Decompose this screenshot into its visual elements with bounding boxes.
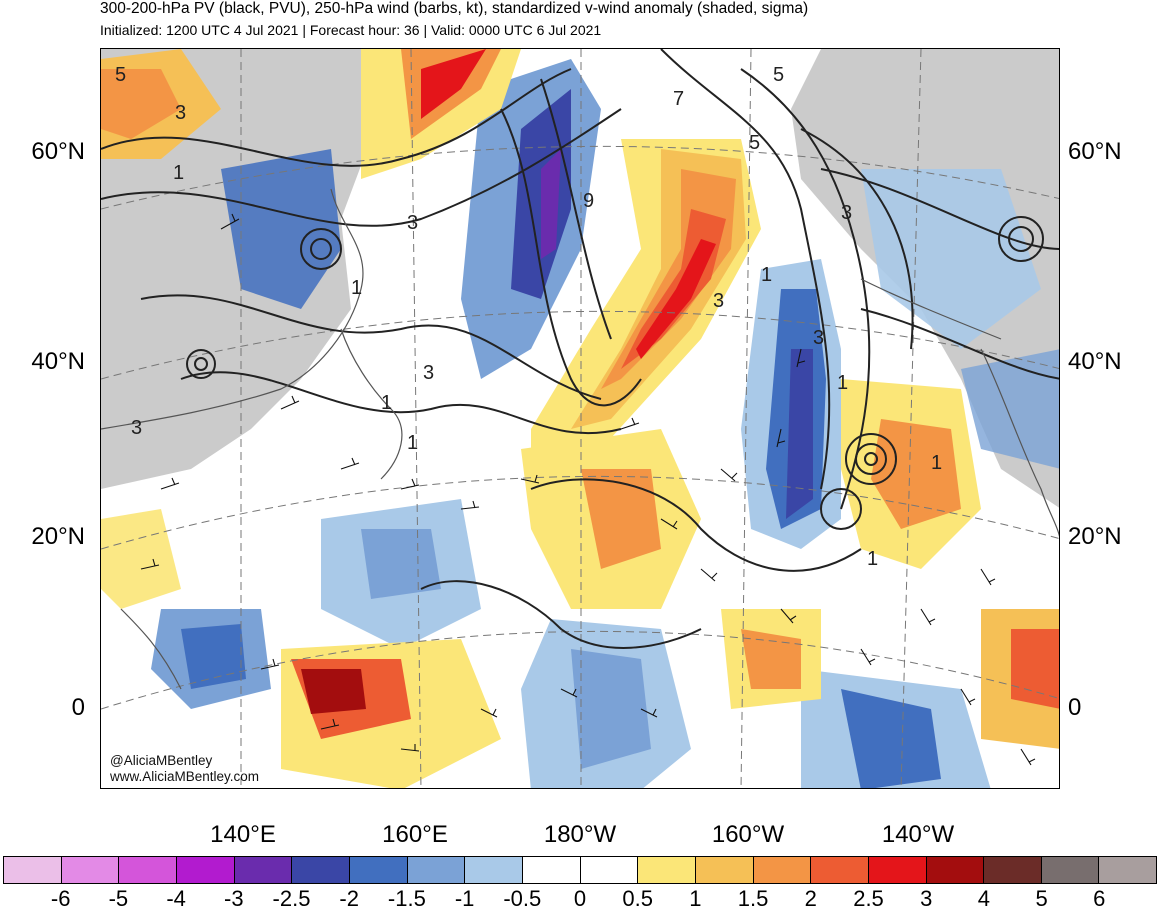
colorbar-swatch: [522, 857, 581, 883]
colorbar-swatch: [407, 857, 466, 883]
colorbar-swatch: [349, 857, 408, 883]
colorbar-swatch: [234, 857, 293, 883]
colorbar-tick-label: -3: [224, 886, 244, 911]
pv-label: 1: [173, 162, 184, 184]
colorbar-tick-label: -1.5: [387, 886, 426, 911]
lon-label-180w: 180°W: [543, 821, 617, 848]
colorbar-tick-label: 2: [804, 886, 817, 911]
pv-label: 3: [175, 102, 186, 124]
lat-label-40n-right: 40°N: [1068, 348, 1122, 375]
pv-label: 1: [381, 392, 392, 414]
colorbar-swatch: [119, 857, 177, 883]
lat-label-20n-left: 20°N: [31, 523, 85, 550]
pv-label: 5: [749, 132, 760, 154]
figure-subtitle: Initialized: 1200 UTC 4 Jul 2021 | Forec…: [100, 22, 602, 38]
lat-label-60n-right: 60°N: [1068, 138, 1122, 165]
colorbar-swatch: [61, 857, 120, 883]
pv-label: 3: [713, 290, 724, 312]
coastlines: [101, 188, 1059, 690]
colorbar-tick-label: 4: [977, 886, 991, 911]
pv-contours: [101, 49, 1059, 649]
colorbar-tick-label: 1: [689, 886, 702, 911]
colorbar-tick-label: 5: [1035, 886, 1048, 911]
pv-label: 1: [867, 548, 878, 570]
colorbar-swatch: [926, 857, 985, 883]
colorbar-swatch: [580, 857, 639, 883]
pv-label: 1: [351, 277, 362, 299]
colorbar-swatch: [695, 857, 754, 883]
pv-label: 5: [115, 64, 126, 86]
colorbar-tick-label: -2.5: [272, 886, 311, 911]
positive-anomaly-shading: [101, 49, 1059, 788]
lon-label-140w: 140°W: [881, 821, 955, 848]
colorbar-tick-label: 1.5: [737, 886, 769, 911]
colorbar-swatch: [1041, 857, 1100, 883]
pv-label: 9: [583, 190, 594, 212]
colorbar-swatch: [1099, 857, 1157, 883]
pv-label: 1: [837, 372, 848, 394]
colorbar-tick-label: 2.5: [853, 886, 884, 911]
colorbar-tick-label: 0.5: [622, 886, 653, 911]
pv-label: 3: [423, 362, 434, 384]
pv-label: 1: [407, 432, 418, 454]
colorbar-tick-label: -0.5: [503, 886, 542, 911]
pv-label: 3: [841, 202, 852, 224]
lat-label-60n-left: 60°N: [31, 138, 85, 165]
colorbar-swatch: [292, 857, 350, 883]
pv-label: 1: [931, 452, 942, 474]
colorbar-swatch: [4, 857, 62, 883]
lat-label-0-left: 0: [71, 694, 85, 721]
colorbar: [3, 856, 1157, 884]
colorbar-swatch: [465, 857, 523, 883]
lat-label-0-right: 0: [1068, 694, 1082, 721]
pv-label: 3: [407, 212, 418, 234]
colorbar-swatch: [176, 857, 235, 883]
colorbar-tick-label: 3: [920, 886, 933, 911]
colorbar-swatch: [868, 857, 927, 883]
wind-barbs: [140, 213, 1036, 766]
lon-label-160e: 160°E: [382, 821, 448, 848]
pv-label: 3: [131, 417, 142, 439]
colorbar-tick-label: -2: [339, 886, 359, 911]
pv-label: 1: [761, 264, 772, 286]
colorbar-tick-label: -1: [454, 886, 475, 911]
colorbar-swatch: [753, 857, 812, 883]
graticule: [101, 49, 1059, 788]
map-panel: 5 3 1 3 1 3 3 1 1 1 9 7 5 5 3 3 1 3 1 1: [100, 48, 1060, 789]
lat-label-40n-left: 40°N: [31, 348, 85, 375]
lon-label-160w: 160°W: [711, 821, 785, 848]
pv-label: 7: [673, 88, 684, 110]
negative-anomaly-shading: [151, 59, 1059, 788]
pv-contour-labels: 5 3 1 3 1 3 3 1 1 1 9 7 5 5 3 3 1 3 1 1: [115, 64, 942, 570]
colorbar-swatch: [984, 857, 1042, 883]
map-svg: 5 3 1 3 1 3 3 1 1 1 9 7 5 5 3 3 1 3 1 1: [101, 49, 1059, 788]
colorbar-tick-label: 0: [573, 886, 587, 911]
figure-title: 300-200-hPa PV (black, PVU), 250-hPa win…: [100, 0, 809, 17]
colorbar-swatch: [638, 857, 696, 883]
credit-url: www.AliciaMBentley.com: [110, 769, 260, 784]
colorbar-swatch: [811, 857, 869, 883]
colorbar-tick-label: -6: [50, 886, 71, 911]
colorbar-tick-label: -4: [166, 886, 186, 911]
lat-label-20n-right: 20°N: [1068, 523, 1122, 550]
colorbar-tick-label: -5: [108, 886, 129, 911]
pv-label: 3: [813, 327, 824, 349]
lon-label-140e: 140°E: [210, 821, 276, 848]
credit-handle: @AliciaMBentley: [110, 753, 213, 768]
colorbar-tick-label: 6: [1093, 886, 1106, 911]
pv-label: 5: [773, 64, 784, 86]
